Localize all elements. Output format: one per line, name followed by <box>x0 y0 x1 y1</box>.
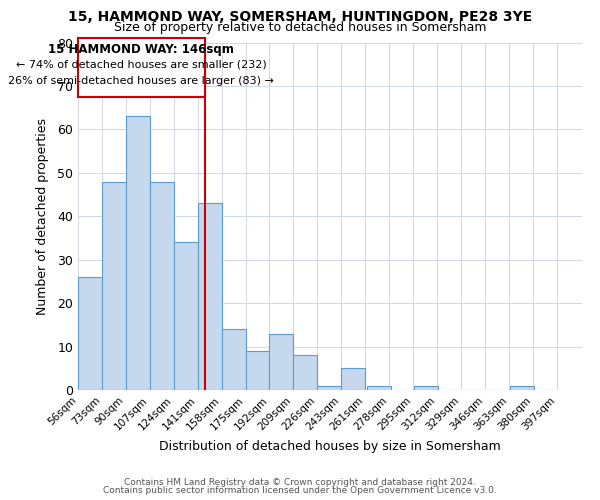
Bar <box>269 334 293 390</box>
Bar <box>102 182 126 390</box>
Bar <box>245 351 269 390</box>
Bar <box>510 386 534 390</box>
Bar <box>174 242 197 390</box>
Bar <box>78 38 205 97</box>
Bar <box>78 277 102 390</box>
Bar <box>197 203 221 390</box>
Text: 26% of semi-detached houses are larger (83) →: 26% of semi-detached houses are larger (… <box>8 76 274 86</box>
Bar <box>367 386 391 390</box>
Bar <box>317 386 341 390</box>
Text: ← 74% of detached houses are smaller (232): ← 74% of detached houses are smaller (23… <box>16 60 267 70</box>
Text: Contains HM Land Registry data © Crown copyright and database right 2024.: Contains HM Land Registry data © Crown c… <box>124 478 476 487</box>
Bar <box>341 368 365 390</box>
Bar <box>126 116 150 390</box>
Text: Contains public sector information licensed under the Open Government Licence v3: Contains public sector information licen… <box>103 486 497 495</box>
Bar <box>415 386 439 390</box>
Text: 15, HAMMOND WAY, SOMERSHAM, HUNTINGDON, PE28 3YE: 15, HAMMOND WAY, SOMERSHAM, HUNTINGDON, … <box>68 10 532 24</box>
Y-axis label: Number of detached properties: Number of detached properties <box>36 118 49 315</box>
Bar <box>150 182 174 390</box>
Text: Size of property relative to detached houses in Somersham: Size of property relative to detached ho… <box>114 21 486 34</box>
Text: 15 HAMMOND WAY: 146sqm: 15 HAMMOND WAY: 146sqm <box>49 44 234 57</box>
X-axis label: Distribution of detached houses by size in Somersham: Distribution of detached houses by size … <box>159 440 501 453</box>
Bar <box>293 355 317 390</box>
Bar <box>221 329 245 390</box>
